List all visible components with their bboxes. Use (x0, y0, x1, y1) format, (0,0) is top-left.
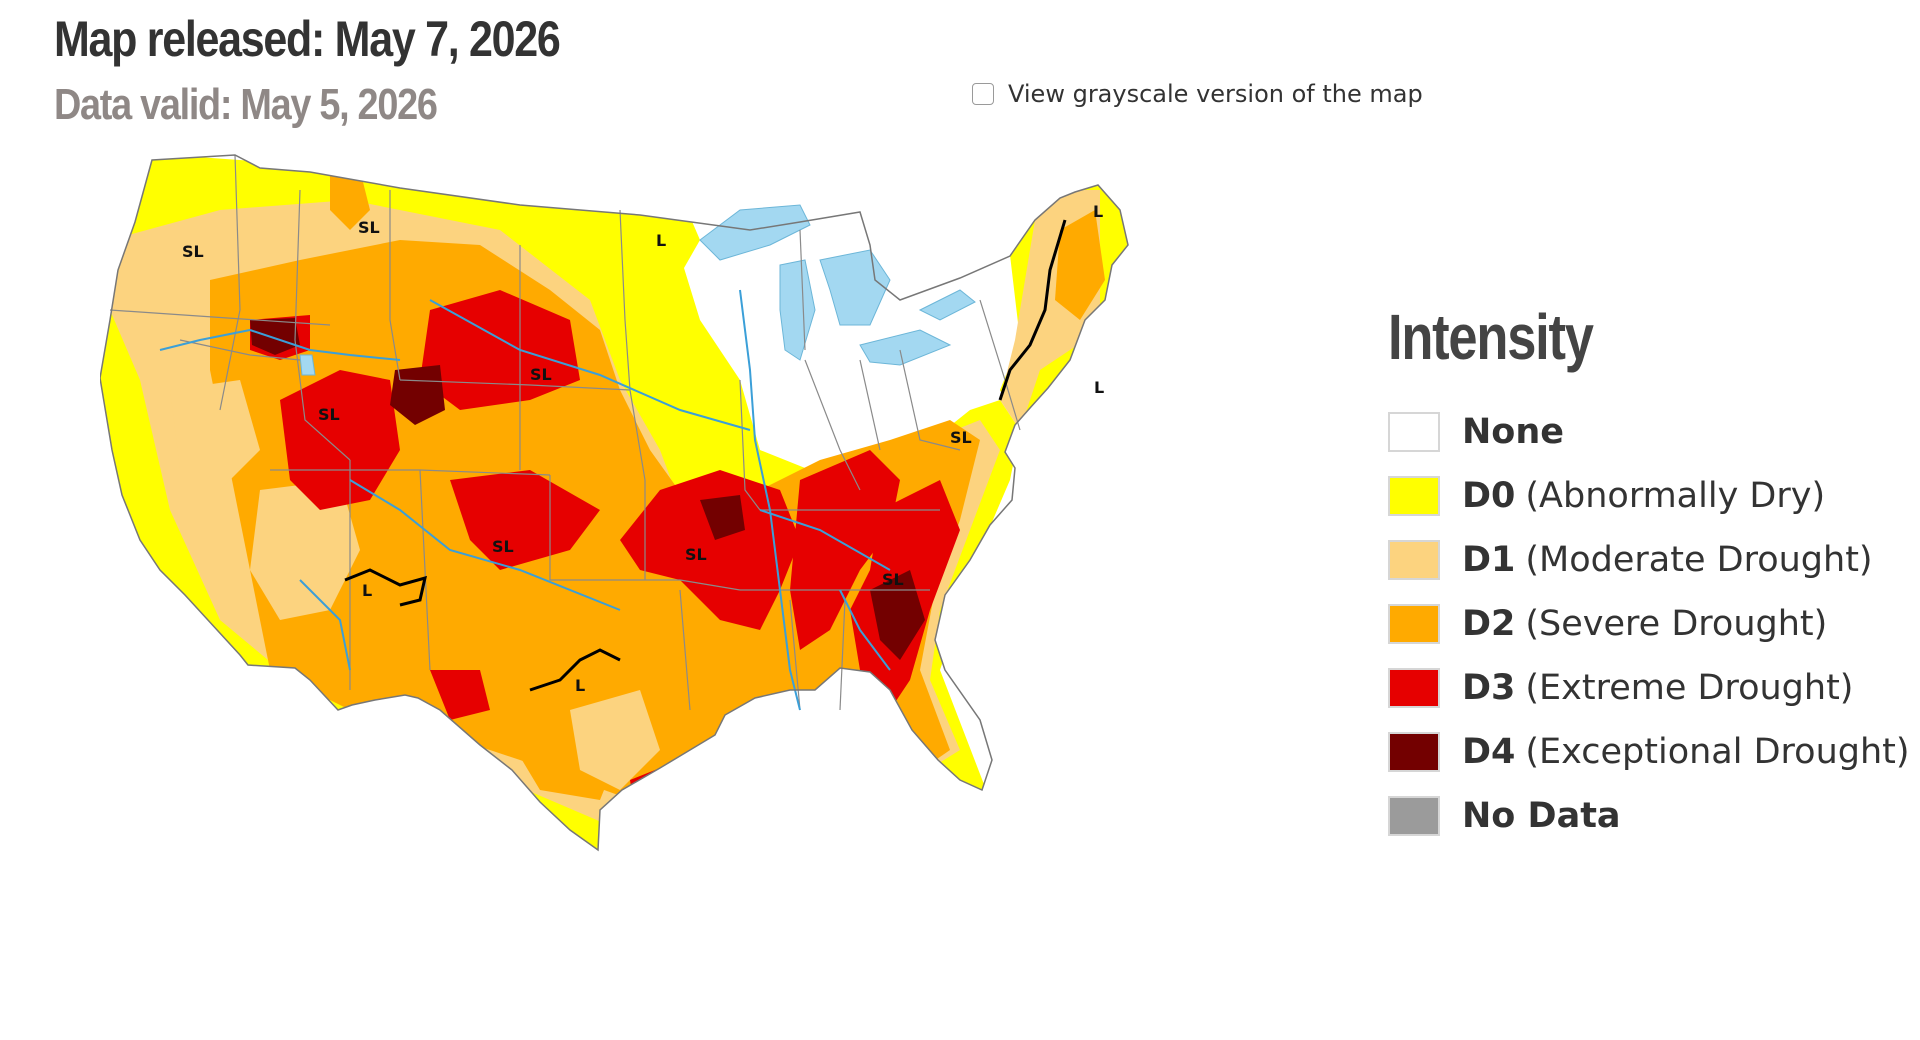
legend-item: None (1388, 400, 1910, 464)
legend-item: No Data (1388, 784, 1910, 848)
label-l-minnesota: L (656, 231, 666, 250)
impact-boundaries (344, 219, 1067, 692)
legend-code: D2 (1462, 604, 1516, 644)
rivers (159, 289, 891, 711)
grayscale-toggle[interactable]: View grayscale version of the map (972, 80, 1423, 108)
legend-item: D2 (Severe Drought) (1388, 592, 1910, 656)
legend-code: None (1462, 412, 1564, 452)
label-sl-nebraska: SL (530, 365, 552, 384)
legend-swatch (1388, 668, 1440, 708)
legend-item: D3 (Extreme Drought) (1388, 656, 1910, 720)
legend-swatch (1388, 732, 1440, 772)
intensity-legend: Intensity None D0 (Abnormally Dry) D1 (Moder… (1388, 300, 1910, 848)
legend-description: (Moderate Drought) (1525, 540, 1873, 580)
legend-title: Intensity (1388, 301, 1594, 373)
drought-map: SL SL SL SL SL SL SL SL L L L L L (99, 150, 1300, 970)
drought-map-svg: SL SL SL SL SL SL SL SL L L L L L (99, 154, 1129, 851)
legend-description: (Extreme Drought) (1525, 668, 1854, 708)
label-l-maine: L (1093, 202, 1103, 221)
legend-code: D0 (1462, 476, 1516, 516)
label-l-arizona: L (362, 581, 372, 600)
legend-rows: None D0 (Abnormally Dry) D1 (Moderate Drough… (1388, 400, 1910, 848)
legend-swatch (1388, 476, 1440, 516)
legend-description: (Abnormally Dry) (1525, 476, 1826, 516)
legend-description: (Exceptional Drought) (1525, 732, 1910, 772)
label-sl-georgia: SL (882, 570, 904, 589)
legend-code: D1 (1462, 540, 1516, 580)
d1-interior-areas (170, 380, 660, 790)
legend-swatch (1388, 604, 1440, 644)
label-sl-utah: SL (318, 405, 340, 424)
label-l-texas: L (575, 676, 585, 695)
great-lakes (299, 204, 976, 376)
legend-code: D4 (1462, 732, 1516, 772)
label-sl-oregon: SL (182, 242, 204, 261)
state-borders (109, 154, 1021, 711)
label-sl-idaho: SL (358, 218, 380, 237)
label-sl-arkansas: SL (685, 545, 707, 564)
data-valid-subtitle: Data valid: May 5, 2026 (54, 80, 438, 129)
legend-code: No Data (1462, 796, 1621, 836)
legend-item: D1 (Moderate Drought) (1388, 528, 1910, 592)
legend-description: (Severe Drought) (1525, 604, 1828, 644)
legend-swatch (1388, 540, 1440, 580)
d4-areas (250, 318, 925, 660)
legend-code: D3 (1462, 668, 1516, 708)
grayscale-checkbox[interactable] (972, 83, 994, 105)
map-released-title: Map released: May 7, 2026 (54, 11, 561, 67)
impact-labels: SL SL SL SL SL SL SL SL L L L L L (182, 202, 1104, 695)
drought-areas (100, 155, 1128, 850)
label-sl-oklahoma: SL (492, 537, 514, 556)
label-l-northeast: L (1094, 378, 1104, 397)
legend-item: D0 (Abnormally Dry) (1388, 464, 1910, 528)
legend-swatch (1388, 412, 1440, 452)
grayscale-label[interactable]: View grayscale version of the map (1008, 80, 1423, 108)
legend-item: D4 (Exceptional Drought) (1388, 720, 1910, 784)
label-sl-virginia: SL (950, 428, 972, 447)
legend-swatch (1388, 796, 1440, 836)
